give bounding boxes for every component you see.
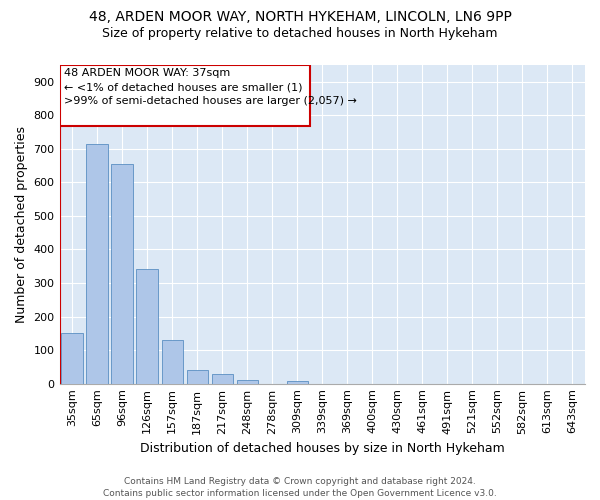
Y-axis label: Number of detached properties: Number of detached properties [15, 126, 28, 323]
Text: 48, ARDEN MOOR WAY, NORTH HYKEHAM, LINCOLN, LN6 9PP: 48, ARDEN MOOR WAY, NORTH HYKEHAM, LINCO… [89, 10, 511, 24]
Bar [212, 374, 233, 384]
Text: Contains HM Land Registry data © Crown copyright and database right 2024.
Contai: Contains HM Land Registry data © Crown c… [103, 476, 497, 498]
Text: 48 ARDEN MOOR WAY: 37sqm
← <1% of detached houses are smaller (1)
>99% of semi-d: 48 ARDEN MOOR WAY: 37sqm ← <1% of detach… [64, 68, 356, 106]
Bar [161, 340, 183, 384]
FancyBboxPatch shape [60, 65, 310, 126]
X-axis label: Distribution of detached houses by size in North Hykeham: Distribution of detached houses by size … [140, 442, 505, 455]
Text: Size of property relative to detached houses in North Hykeham: Size of property relative to detached ho… [102, 28, 498, 40]
Bar [136, 270, 158, 384]
Bar [112, 164, 133, 384]
Bar [61, 334, 83, 384]
Bar [86, 144, 108, 384]
Bar [236, 380, 258, 384]
Bar [187, 370, 208, 384]
Bar [287, 381, 308, 384]
